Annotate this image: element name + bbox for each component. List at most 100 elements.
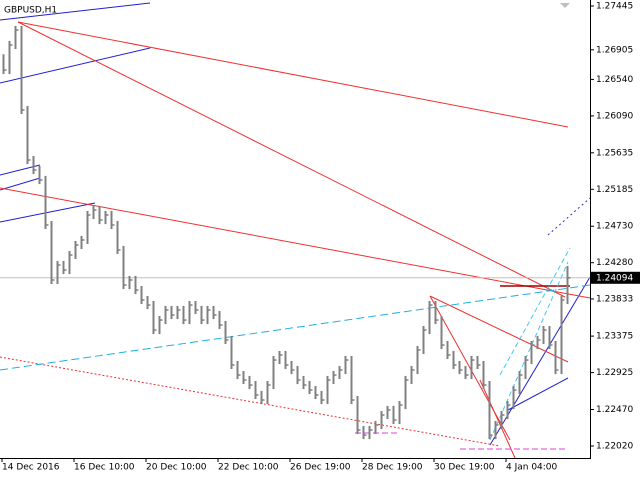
last-price-box: [591, 271, 640, 284]
price-bar: [158, 315, 163, 335]
price-bar: [194, 300, 199, 315]
price-bar: [254, 380, 259, 400]
price-bar: [374, 420, 379, 435]
price-bar: [56, 260, 61, 285]
price-bar: [434, 300, 439, 325]
price-bar: [86, 210, 91, 245]
price-bar: [242, 370, 247, 385]
shift-marker: [560, 3, 570, 8]
price-bar: [368, 425, 373, 440]
price-bar: [554, 340, 559, 375]
trendline: [547, 197, 591, 236]
price-bar: [476, 355, 481, 370]
price-bar: [416, 345, 421, 375]
price-bar: [344, 355, 349, 375]
price-bar: [488, 380, 493, 440]
price-bar: [116, 220, 121, 255]
trendline: [0, 187, 591, 299]
price-bar: [470, 355, 475, 380]
price-bar: [422, 325, 427, 355]
price-bar: [218, 310, 223, 330]
price-bar: [320, 390, 325, 405]
price-bar: [326, 375, 331, 405]
price-bar: [74, 240, 79, 260]
trendline: [0, 2, 151, 21]
price-bar: [236, 360, 241, 380]
price-bar: [224, 320, 229, 345]
price-axis-bg: [590, 0, 640, 480]
x-tick-label: 16 Dec 10:00: [74, 463, 135, 473]
y-tick-label: 1.24280: [596, 258, 633, 268]
price-bar: [200, 305, 205, 325]
price-bar: [80, 235, 85, 250]
price-bar: [494, 420, 499, 440]
y-tick-label: 1.22470: [596, 405, 633, 415]
price-bar: [68, 250, 73, 275]
price-bar: [44, 175, 49, 230]
y-tick-label: 1.23833: [596, 294, 633, 304]
price-bar: [458, 360, 463, 375]
price-bar: [38, 165, 43, 185]
price-bar: [134, 275, 139, 295]
trendline: [17, 21, 566, 298]
price-bar: [500, 410, 505, 430]
price-bar: [104, 210, 109, 225]
price-bar: [290, 360, 295, 375]
price-bar: [446, 340, 451, 360]
price-bar: [482, 360, 487, 390]
price-bar: [452, 350, 457, 370]
y-tick-label: 1.26090: [596, 111, 633, 121]
price-bar: [206, 305, 211, 325]
trendline: [0, 177, 41, 191]
price-bar: [512, 385, 517, 410]
y-tick-label: 1.22925: [596, 368, 633, 378]
trendline: [507, 377, 569, 411]
price-bar: [260, 390, 265, 405]
price-bar: [332, 370, 337, 385]
price-bar: [98, 205, 103, 225]
price-bar: [188, 300, 193, 325]
trendline: [489, 261, 569, 441]
price-bar: [122, 245, 127, 290]
x-tick-label: 20 Dec 10:00: [146, 463, 207, 473]
trendline: [0, 47, 151, 84]
price-bar: [350, 355, 355, 405]
y-tick-label: 1.22020: [596, 441, 633, 451]
price-bar: [212, 305, 217, 320]
price-bar: [536, 335, 541, 350]
y-tick-label: 1.26905: [596, 45, 633, 55]
x-tick-label: 28 Dec 19:00: [362, 463, 423, 473]
price-bar: [380, 410, 385, 430]
y-tick-label: 1.23375: [596, 332, 633, 342]
price-bar: [566, 265, 571, 305]
price-bar: [392, 405, 397, 425]
price-bar: [308, 380, 313, 395]
price-bar: [176, 305, 181, 320]
x-tick-label: 26 Dec 19:00: [290, 463, 351, 473]
price-bar: [152, 300, 157, 335]
price-bar: [278, 350, 283, 365]
price-bar: [506, 400, 511, 420]
price-bar: [26, 105, 31, 165]
price-bar: [182, 305, 187, 325]
trendline: [17, 21, 569, 128]
trendline: [0, 202, 96, 223]
price-bar: [50, 220, 55, 285]
price-bar: [20, 25, 25, 115]
price-bar: [302, 375, 307, 390]
price-bar: [404, 375, 409, 410]
x-tick-label: 4 Jan 04:00: [506, 463, 558, 473]
price-bar: [110, 210, 115, 230]
price-bar: [92, 205, 97, 220]
price-bar: [164, 305, 169, 325]
trendline: [429, 295, 569, 363]
x-tick-label: 30 Dec 19:00: [434, 463, 495, 473]
y-tick-label: 1.25185: [596, 185, 633, 195]
price-bar: [284, 350, 289, 370]
price-bar: [32, 155, 37, 175]
y-tick-label: 1.25635: [596, 148, 633, 158]
price-bar: [386, 405, 391, 420]
price-bar: [272, 355, 277, 390]
price-bar: [548, 325, 553, 350]
